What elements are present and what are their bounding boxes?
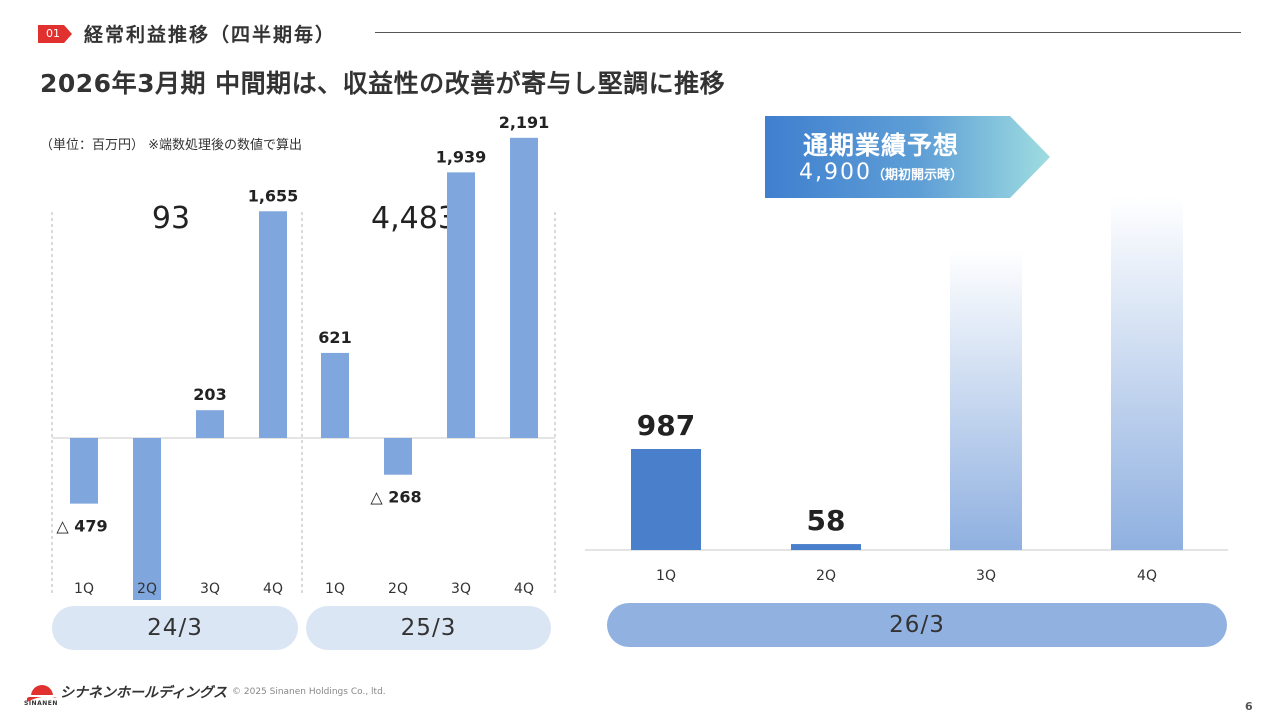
bar-24/3-4Q [259, 211, 287, 438]
bar-24/3-2Q [133, 438, 161, 600]
forecast-banner [765, 116, 1050, 198]
tick-label-25/3-4Q: 4Q [514, 581, 534, 597]
data-label-26-3-1Q: 987 [637, 409, 695, 442]
data-label-25/3-3Q: 1,939 [436, 147, 487, 166]
tick-label-24/3-1Q: 1Q [74, 581, 94, 597]
tick-label-26-3-1Q: 1Q [656, 568, 676, 584]
data-label-25/3-4Q: 2,191 [499, 113, 550, 132]
forecast-title: 通期業績予想 [802, 131, 959, 160]
placeholder-bar-26-3-4Q [1111, 197, 1183, 550]
tick-label-25/3-2Q: 2Q [388, 581, 408, 597]
tick-label-26-3-3Q: 3Q [976, 568, 996, 584]
tick-label-24/3-2Q: 2Q [137, 581, 157, 597]
bar-26-3-2Q [791, 544, 861, 550]
tick-label-24/3-3Q: 3Q [200, 581, 220, 597]
tick-label-24/3-4Q: 4Q [263, 581, 283, 597]
section-number-badge [38, 25, 72, 43]
bar-24/3-3Q [196, 410, 224, 438]
tick-label-26-3-2Q: 2Q [816, 568, 836, 584]
forecast-value: 4,900 [799, 160, 872, 185]
data-label-25/3-1Q: 621 [318, 328, 351, 347]
bar-25/3-2Q [384, 438, 412, 475]
period-pill-25-3: 25/3 [306, 606, 551, 650]
period-pill-26-3: 26/3 [607, 603, 1227, 647]
section-divider [375, 32, 1241, 33]
forecast-value-line: 4,900（期初開示時） [765, 160, 997, 185]
annual-total-24/3: 93 [152, 201, 190, 236]
tick-label-26-3-4Q: 4Q [1137, 568, 1157, 584]
sinanen-logo-icon [27, 685, 57, 702]
bar-26-3-1Q [631, 449, 701, 550]
period-pill-24-3: 24/3 [52, 606, 298, 650]
company-name: シナネンホールディングス [60, 685, 228, 701]
forecast-note: （期初開示時） [871, 168, 963, 183]
annual-total-25/3: 4,483 [371, 201, 457, 236]
copyright: © 2025 Sinanen Holdings Co., ltd. [232, 687, 386, 697]
units-note: （単位：百万円） ※端数処理後の数値で算出 [40, 138, 303, 153]
placeholder-bar-26-3-3Q [950, 250, 1022, 550]
tick-label-25/3-3Q: 3Q [451, 581, 471, 597]
tick-label-25/3-1Q: 1Q [325, 581, 345, 597]
data-label-24/3-4Q: 1,655 [248, 186, 299, 205]
data-label-24/3-1Q: △ 479 [56, 517, 107, 536]
data-label-24/3-3Q: 203 [193, 385, 226, 404]
data-label-26-3-2Q: 58 [807, 504, 846, 537]
section-number: 01 [46, 27, 60, 40]
bar-25/3-1Q [321, 352, 349, 438]
section-title: 経常利益推移（四半期毎） [84, 24, 337, 46]
bar-25/3-3Q [447, 172, 475, 438]
bar-24/3-1Q [70, 438, 98, 504]
page-number: 6 [1245, 700, 1253, 713]
brand-name: SINANEN [24, 700, 58, 707]
page-headline: 2026年3月期 中間期は、収益性の改善が寄与し堅調に推移 [40, 69, 726, 98]
bar-25/3-4Q [510, 137, 538, 438]
data-label-25/3-2Q: △ 268 [370, 488, 421, 507]
